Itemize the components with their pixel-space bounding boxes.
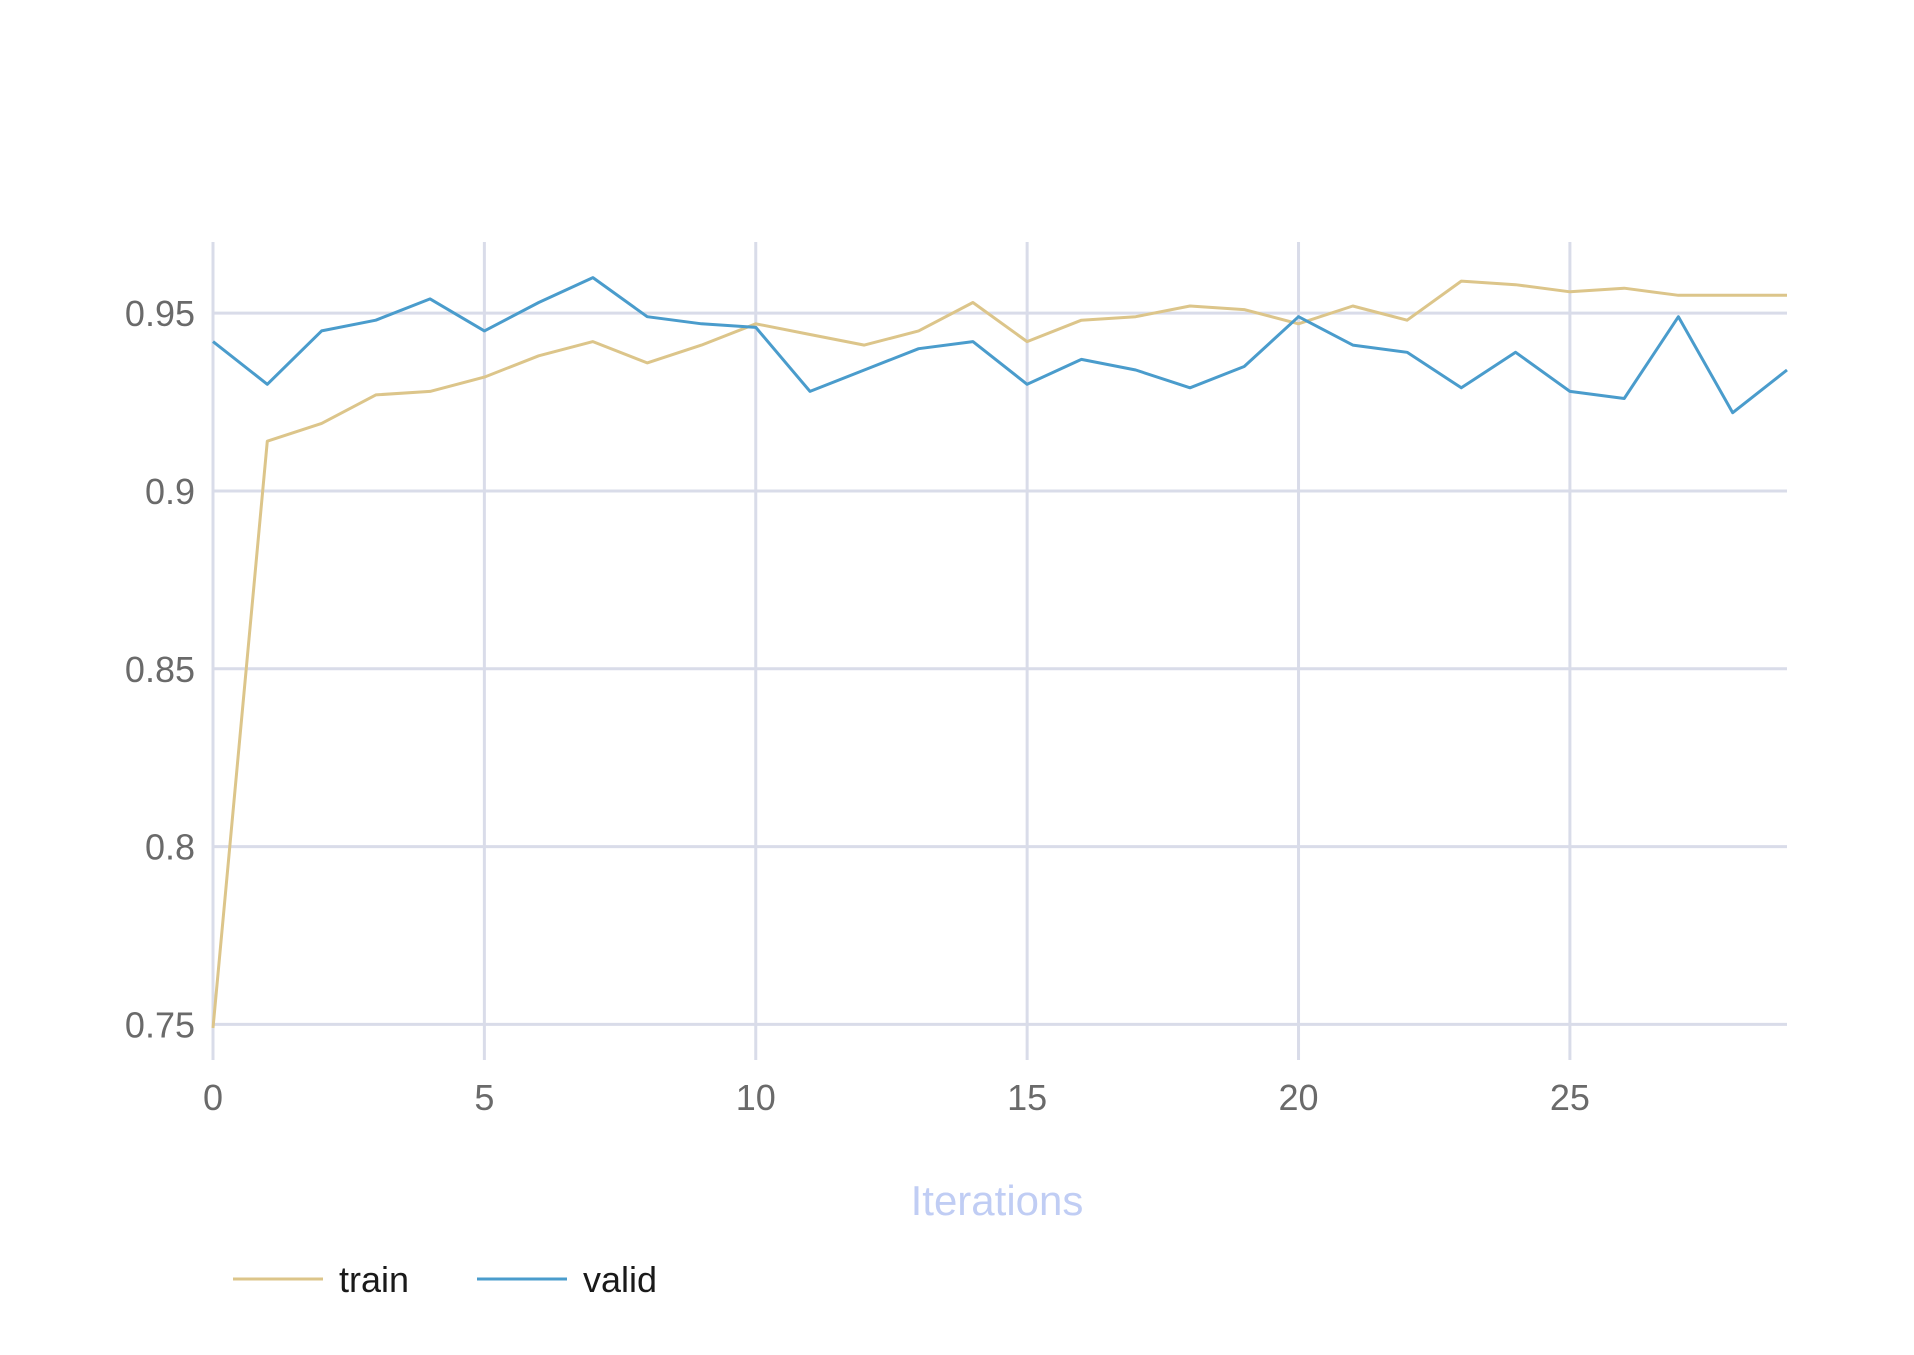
y-tick-label: 0.8 — [145, 827, 195, 868]
x-axis-title: Iterations — [911, 1177, 1084, 1224]
grid — [211, 242, 1787, 1060]
y-tick-label: 0.95 — [125, 293, 195, 334]
legend-label: valid — [583, 1259, 657, 1300]
series-line-train — [211, 279, 1787, 1029]
x-tick-label: 0 — [203, 1077, 223, 1118]
x-tick-label: 25 — [1550, 1077, 1590, 1118]
y-axis-ticks: 0.75 0.8 0.85 0.9 0.95 — [125, 293, 195, 1045]
x-tick-label: 5 — [474, 1077, 494, 1118]
legend-item-train[interactable]: train — [233, 1259, 409, 1300]
legend-item-valid[interactable]: valid — [477, 1259, 657, 1300]
y-tick-label: 0.85 — [125, 649, 195, 690]
x-axis-ticks: 0 5 10 15 20 25 — [203, 1077, 1590, 1118]
legend-label: train — [339, 1259, 409, 1300]
y-tick-label: 0.75 — [125, 1004, 195, 1045]
series-lines — [211, 276, 1788, 1029]
series-line-valid — [212, 276, 1788, 415]
legend: train valid — [233, 1259, 657, 1300]
y-tick-label: 0.9 — [145, 471, 195, 512]
x-tick-label: 15 — [1007, 1077, 1047, 1118]
x-tick-label: 10 — [736, 1077, 776, 1118]
x-tick-label: 20 — [1278, 1077, 1318, 1118]
